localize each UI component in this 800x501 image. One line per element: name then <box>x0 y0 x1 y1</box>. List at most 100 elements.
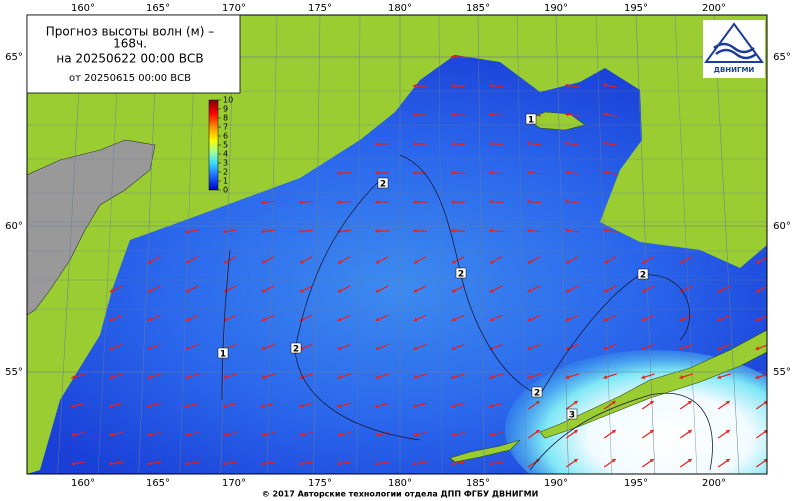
arrow-head <box>109 346 114 351</box>
wave-arrow <box>679 373 693 380</box>
wave-arrow <box>260 200 276 205</box>
colorbar-tick-label: 10 <box>223 96 233 105</box>
arrow-head <box>489 317 494 322</box>
longitude-label: 190° <box>544 478 568 489</box>
arrow-head <box>451 112 455 117</box>
wave-arrow <box>147 432 161 437</box>
arrow-head <box>299 200 303 205</box>
arrow-head <box>489 141 493 146</box>
contour-label: 1 <box>220 350 226 360</box>
wave-arrow <box>603 112 617 117</box>
wave-arrow <box>755 400 767 410</box>
meridian <box>313 15 321 474</box>
arrow-head <box>565 317 570 322</box>
wave-arrow <box>603 400 617 410</box>
arrow-head <box>375 432 379 437</box>
meridian <box>477 15 485 474</box>
arrow-head <box>413 112 417 117</box>
wave-arrow <box>413 285 427 293</box>
colorbar-tick-label: 4 <box>223 150 228 159</box>
wave-arrow <box>375 344 389 351</box>
arrow-head <box>687 400 692 405</box>
arrow-head <box>489 288 494 293</box>
wave-arrow <box>527 314 541 322</box>
wave-arrow <box>603 141 617 146</box>
wave-arrow <box>450 54 466 59</box>
arrow-head <box>755 346 760 351</box>
map-area: 2 2 2 2 2 3 1 1 <box>27 15 767 474</box>
arrow-head <box>413 141 417 146</box>
meridian <box>713 15 740 474</box>
arrow-head <box>527 170 531 175</box>
arrow-head <box>337 346 342 351</box>
wave-arrow <box>641 373 655 380</box>
wave-arrow <box>527 429 541 439</box>
colorbar-tick-label: 7 <box>223 123 228 132</box>
arrow-head <box>71 461 75 466</box>
arrow-head <box>603 141 607 146</box>
wave-arrow <box>185 229 199 234</box>
arrow-head <box>687 458 692 463</box>
wave-arrow <box>488 228 504 233</box>
arrow-head <box>261 346 266 351</box>
arrow-head <box>603 170 607 175</box>
arrow-head <box>451 259 456 264</box>
arrow-head <box>147 461 151 466</box>
arrow-head <box>261 259 266 264</box>
arrow-head <box>565 259 570 264</box>
arrow-head <box>413 317 418 322</box>
axis-labels: 160°160°165°165°170°170°175°175°180°180°… <box>5 3 791 489</box>
arrow-head <box>413 346 418 351</box>
arrow-head <box>755 259 760 264</box>
arrow-head <box>413 375 418 380</box>
arrow-head <box>489 112 493 117</box>
footer: © 2017 Авторские технологии отдела ДПП Ф… <box>262 490 539 499</box>
arrow-head <box>147 375 152 380</box>
wave-arrow <box>412 199 428 204</box>
colorbar-tick-label: 0 <box>223 186 228 195</box>
longitude-label: 160° <box>71 478 95 489</box>
arrow-head <box>337 171 341 176</box>
contour-label: 2 <box>534 389 540 399</box>
arrow-head <box>375 346 380 351</box>
arrow-head <box>147 346 152 351</box>
arrow-head <box>489 228 493 233</box>
arrow-head <box>725 400 730 405</box>
arrow-head <box>603 317 608 322</box>
arrow-head <box>185 288 190 293</box>
longitude-label: 190° <box>544 3 568 14</box>
arrow-head <box>603 288 608 293</box>
wave-arrow <box>641 256 655 264</box>
wave-arrow <box>564 141 580 146</box>
arrow-head <box>375 170 379 176</box>
wave-arrow <box>185 432 199 437</box>
arrow-head <box>573 429 578 434</box>
wave-arrow <box>603 285 617 293</box>
wave-arrow <box>374 141 390 147</box>
arrow-head <box>299 288 304 293</box>
wave-arrow <box>185 344 199 351</box>
wave-arrow <box>146 461 162 466</box>
wave-arrow <box>71 373 85 380</box>
arrow-head <box>641 375 646 380</box>
wave-arrow <box>488 141 504 146</box>
wave-arrow <box>185 314 199 322</box>
longitude-label: 195° <box>624 3 648 14</box>
latitude-label: 60° <box>773 221 791 232</box>
arrow-head <box>565 346 570 351</box>
arrow-head <box>603 83 607 88</box>
arrow-head <box>299 432 303 437</box>
wave-arrow <box>451 256 465 264</box>
arrow-head <box>489 432 493 437</box>
colorbar-tick-label: 8 <box>223 114 228 123</box>
wave-arrow <box>565 256 579 264</box>
arrow-head <box>147 259 152 264</box>
wave-arrow <box>641 314 655 322</box>
arrow-head <box>611 400 616 405</box>
arrow-head <box>109 288 114 293</box>
arrow-head <box>147 432 151 437</box>
arrow-head <box>261 317 266 322</box>
arrow-head <box>223 432 227 437</box>
arrow-head <box>223 229 227 234</box>
title-line: 168ч. <box>113 37 147 51</box>
